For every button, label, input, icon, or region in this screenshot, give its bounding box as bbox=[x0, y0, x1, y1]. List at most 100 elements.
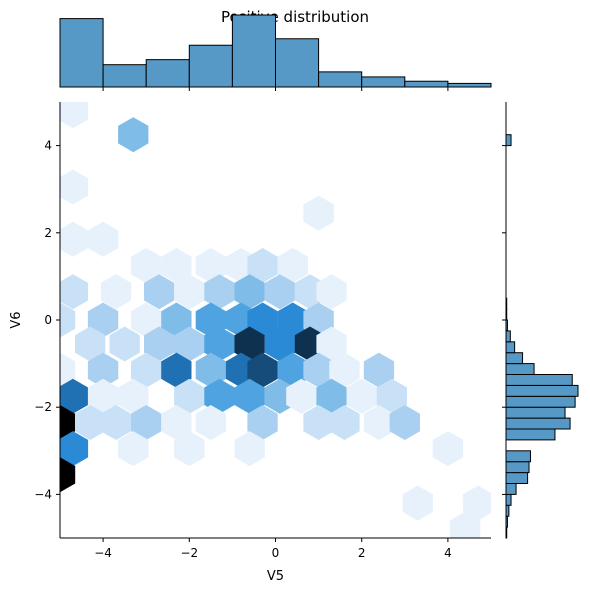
hexbin-cell bbox=[60, 169, 89, 205]
hexbin-cell bbox=[329, 405, 360, 440]
hexbin-cell bbox=[60, 457, 76, 493]
hexbin-cell bbox=[303, 405, 334, 440]
hexbin-cell bbox=[247, 302, 278, 338]
hexbin-cell bbox=[60, 302, 76, 338]
hexbin-cell bbox=[376, 378, 407, 414]
hexbin-cell bbox=[131, 352, 162, 388]
y-axis-label: V6 bbox=[9, 311, 24, 328]
hexbin-cell bbox=[204, 378, 235, 414]
marginal-y-bar bbox=[505, 450, 531, 463]
hexbin-cell bbox=[316, 378, 347, 414]
x-tick-label: −4 bbox=[94, 546, 112, 560]
marginal-x-bar bbox=[404, 80, 449, 88]
hexbin-cell bbox=[363, 405, 395, 440]
hexbin-cell bbox=[144, 274, 175, 310]
marginal-y-bar bbox=[505, 395, 576, 408]
marginal-x-bar bbox=[102, 64, 147, 88]
hexbin-cell bbox=[329, 352, 360, 388]
hexbin-cell bbox=[402, 485, 433, 521]
hexbin-cell bbox=[346, 378, 377, 414]
hexbin-cell bbox=[286, 378, 317, 414]
hexbin-cell bbox=[87, 378, 119, 414]
hexbin-cell bbox=[161, 352, 192, 388]
x-tick-label: −2 bbox=[180, 546, 198, 560]
x-axis-label: V5 bbox=[267, 569, 284, 584]
marginal-x-bar bbox=[447, 82, 492, 88]
hexbin-cell bbox=[174, 274, 205, 310]
hexbin-cell bbox=[60, 352, 76, 388]
hexbin-cell bbox=[450, 511, 481, 538]
hexbin-cell bbox=[87, 352, 119, 388]
hexbin-cell bbox=[60, 378, 89, 414]
hexbin-cell bbox=[60, 405, 76, 440]
marginal-y-bar bbox=[505, 374, 573, 386]
hexbin-cell bbox=[174, 431, 205, 467]
hexbin-cell bbox=[131, 302, 162, 338]
hexbin-layer bbox=[60, 102, 491, 538]
marginal-x-bar bbox=[145, 59, 190, 88]
marginal-x-bar bbox=[361, 76, 406, 88]
hexbin-cell bbox=[118, 378, 149, 414]
marginal-y-bar bbox=[505, 493, 512, 506]
hexbin-cell bbox=[316, 326, 347, 362]
hexbin-cell bbox=[204, 326, 235, 362]
hexbin-cell bbox=[100, 405, 132, 440]
marginal-y-bar bbox=[505, 352, 524, 365]
hexbin-cell bbox=[75, 405, 106, 440]
marginal-y-bar bbox=[505, 461, 530, 474]
y-tick-label: 4 bbox=[44, 139, 52, 153]
hexbin-cell bbox=[247, 405, 278, 440]
marginal-x-bar bbox=[275, 38, 320, 88]
x-tick-label: 0 bbox=[272, 546, 280, 560]
marginal-y-bar bbox=[505, 483, 517, 495]
hexbin-cell bbox=[161, 405, 192, 440]
hexbin-cell bbox=[234, 378, 265, 414]
hexbin-cell bbox=[316, 274, 347, 310]
hexbin-cell bbox=[60, 221, 89, 257]
hexbin-cell bbox=[462, 485, 491, 521]
marginal-y-bar bbox=[505, 363, 535, 376]
marginal-y-bar bbox=[505, 330, 511, 343]
hexbin-cell bbox=[118, 117, 149, 153]
hexbin-cell bbox=[131, 248, 162, 283]
hexbin-cell bbox=[174, 326, 205, 362]
marginal-y-bar bbox=[505, 341, 516, 354]
hexbin-cell bbox=[234, 274, 265, 310]
hexbin-cell bbox=[174, 378, 205, 414]
marginal-x-bar bbox=[231, 14, 276, 88]
hexbin-cell bbox=[161, 302, 192, 338]
marginal-x-bar bbox=[59, 18, 104, 88]
hexbin-cell bbox=[144, 326, 175, 362]
hexbin-cell bbox=[161, 248, 192, 283]
hexbin-cell bbox=[264, 326, 295, 362]
hexbin-cell bbox=[277, 302, 308, 338]
hexbin-cell bbox=[247, 352, 278, 388]
marginal-y-bar bbox=[505, 384, 579, 397]
marginal-y-bar bbox=[505, 134, 512, 147]
y-tick-label: 0 bbox=[44, 313, 52, 327]
hexbin-cell bbox=[118, 431, 149, 467]
hexbin-cell bbox=[363, 352, 395, 388]
hexbin-cell bbox=[100, 274, 132, 310]
hexbin-cell bbox=[109, 326, 140, 362]
x-tick-label: 2 bbox=[358, 546, 366, 560]
hexbin-cell bbox=[264, 274, 295, 310]
hexbin-cell bbox=[60, 431, 89, 467]
hexbin-cell bbox=[204, 274, 235, 310]
hexbin-cell bbox=[87, 302, 119, 338]
hexbin-cell bbox=[75, 326, 106, 362]
hexbin-cell bbox=[87, 221, 119, 257]
hexbin-cell bbox=[303, 352, 334, 388]
hexbin-cell bbox=[234, 431, 265, 467]
marginal-x-bar bbox=[318, 71, 363, 88]
hexbin-cell bbox=[303, 195, 334, 231]
hexbin-cell bbox=[234, 326, 265, 362]
hexbin-cell bbox=[432, 431, 464, 467]
hexbin-cell bbox=[60, 274, 89, 310]
hexbin-cell bbox=[195, 405, 226, 440]
y-tick-label: 2 bbox=[44, 226, 52, 240]
marginal-y-bar bbox=[505, 428, 556, 441]
x-tick-label: 4 bbox=[444, 546, 452, 560]
hexbin-cell bbox=[389, 405, 420, 440]
